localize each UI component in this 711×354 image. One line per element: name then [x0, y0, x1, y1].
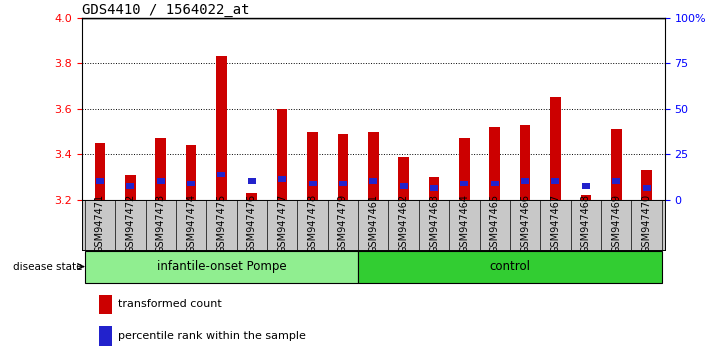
- Bar: [248, 178, 256, 184]
- Bar: [489, 127, 500, 200]
- Text: GSM947464: GSM947464: [459, 194, 469, 253]
- Bar: [552, 178, 560, 184]
- Bar: [339, 181, 347, 186]
- Text: GSM947475: GSM947475: [216, 194, 226, 253]
- Text: GDS4410 / 1564022_at: GDS4410 / 1564022_at: [82, 3, 250, 17]
- Bar: [611, 129, 621, 200]
- Bar: [430, 185, 438, 191]
- Text: GSM947473: GSM947473: [156, 194, 166, 253]
- Text: infantile-onset Pompe: infantile-onset Pompe: [156, 260, 287, 273]
- Bar: [580, 195, 591, 200]
- Text: transformed count: transformed count: [118, 299, 222, 309]
- Bar: [216, 56, 227, 200]
- Bar: [429, 177, 439, 200]
- Bar: [550, 97, 561, 200]
- Bar: [459, 138, 470, 200]
- Text: GSM947471: GSM947471: [95, 194, 105, 253]
- Bar: [338, 134, 348, 200]
- FancyBboxPatch shape: [85, 251, 358, 283]
- Text: disease state: disease state: [13, 262, 82, 272]
- Text: GSM947474: GSM947474: [186, 194, 196, 253]
- Bar: [307, 132, 318, 200]
- Text: control: control: [489, 260, 530, 273]
- Text: GSM947477: GSM947477: [277, 194, 287, 253]
- Text: GSM947466: GSM947466: [520, 194, 530, 253]
- Bar: [100, 295, 112, 314]
- Text: GSM947465: GSM947465: [490, 194, 500, 253]
- Bar: [218, 172, 225, 177]
- Bar: [398, 157, 409, 200]
- Bar: [400, 183, 407, 189]
- Bar: [127, 183, 134, 189]
- Bar: [368, 132, 378, 200]
- Bar: [643, 185, 651, 191]
- Text: GSM947467: GSM947467: [550, 194, 560, 253]
- Bar: [100, 326, 112, 346]
- Bar: [277, 109, 287, 200]
- Text: percentile rank within the sample: percentile rank within the sample: [118, 331, 306, 341]
- Bar: [156, 178, 165, 184]
- Text: GSM947462: GSM947462: [399, 194, 409, 253]
- Text: GSM947470: GSM947470: [641, 194, 651, 253]
- Bar: [491, 181, 498, 186]
- Text: GSM947472: GSM947472: [125, 194, 135, 253]
- Bar: [369, 178, 378, 184]
- Text: GSM947476: GSM947476: [247, 194, 257, 253]
- Text: GSM947469: GSM947469: [611, 194, 621, 253]
- Bar: [186, 145, 196, 200]
- Bar: [247, 193, 257, 200]
- Text: GSM947468: GSM947468: [581, 194, 591, 253]
- Bar: [461, 181, 469, 186]
- Text: GSM947463: GSM947463: [429, 194, 439, 253]
- Bar: [520, 125, 530, 200]
- Bar: [278, 176, 286, 182]
- Text: GSM947479: GSM947479: [338, 194, 348, 253]
- Bar: [187, 181, 195, 186]
- Bar: [309, 181, 316, 186]
- Text: GSM947461: GSM947461: [368, 194, 378, 253]
- FancyBboxPatch shape: [358, 251, 662, 283]
- Bar: [521, 178, 529, 184]
- Bar: [582, 183, 590, 189]
- Bar: [95, 143, 105, 200]
- Bar: [612, 178, 620, 184]
- Bar: [96, 178, 104, 184]
- Text: GSM947478: GSM947478: [308, 194, 318, 253]
- Bar: [125, 175, 136, 200]
- Bar: [641, 170, 652, 200]
- Bar: [156, 138, 166, 200]
